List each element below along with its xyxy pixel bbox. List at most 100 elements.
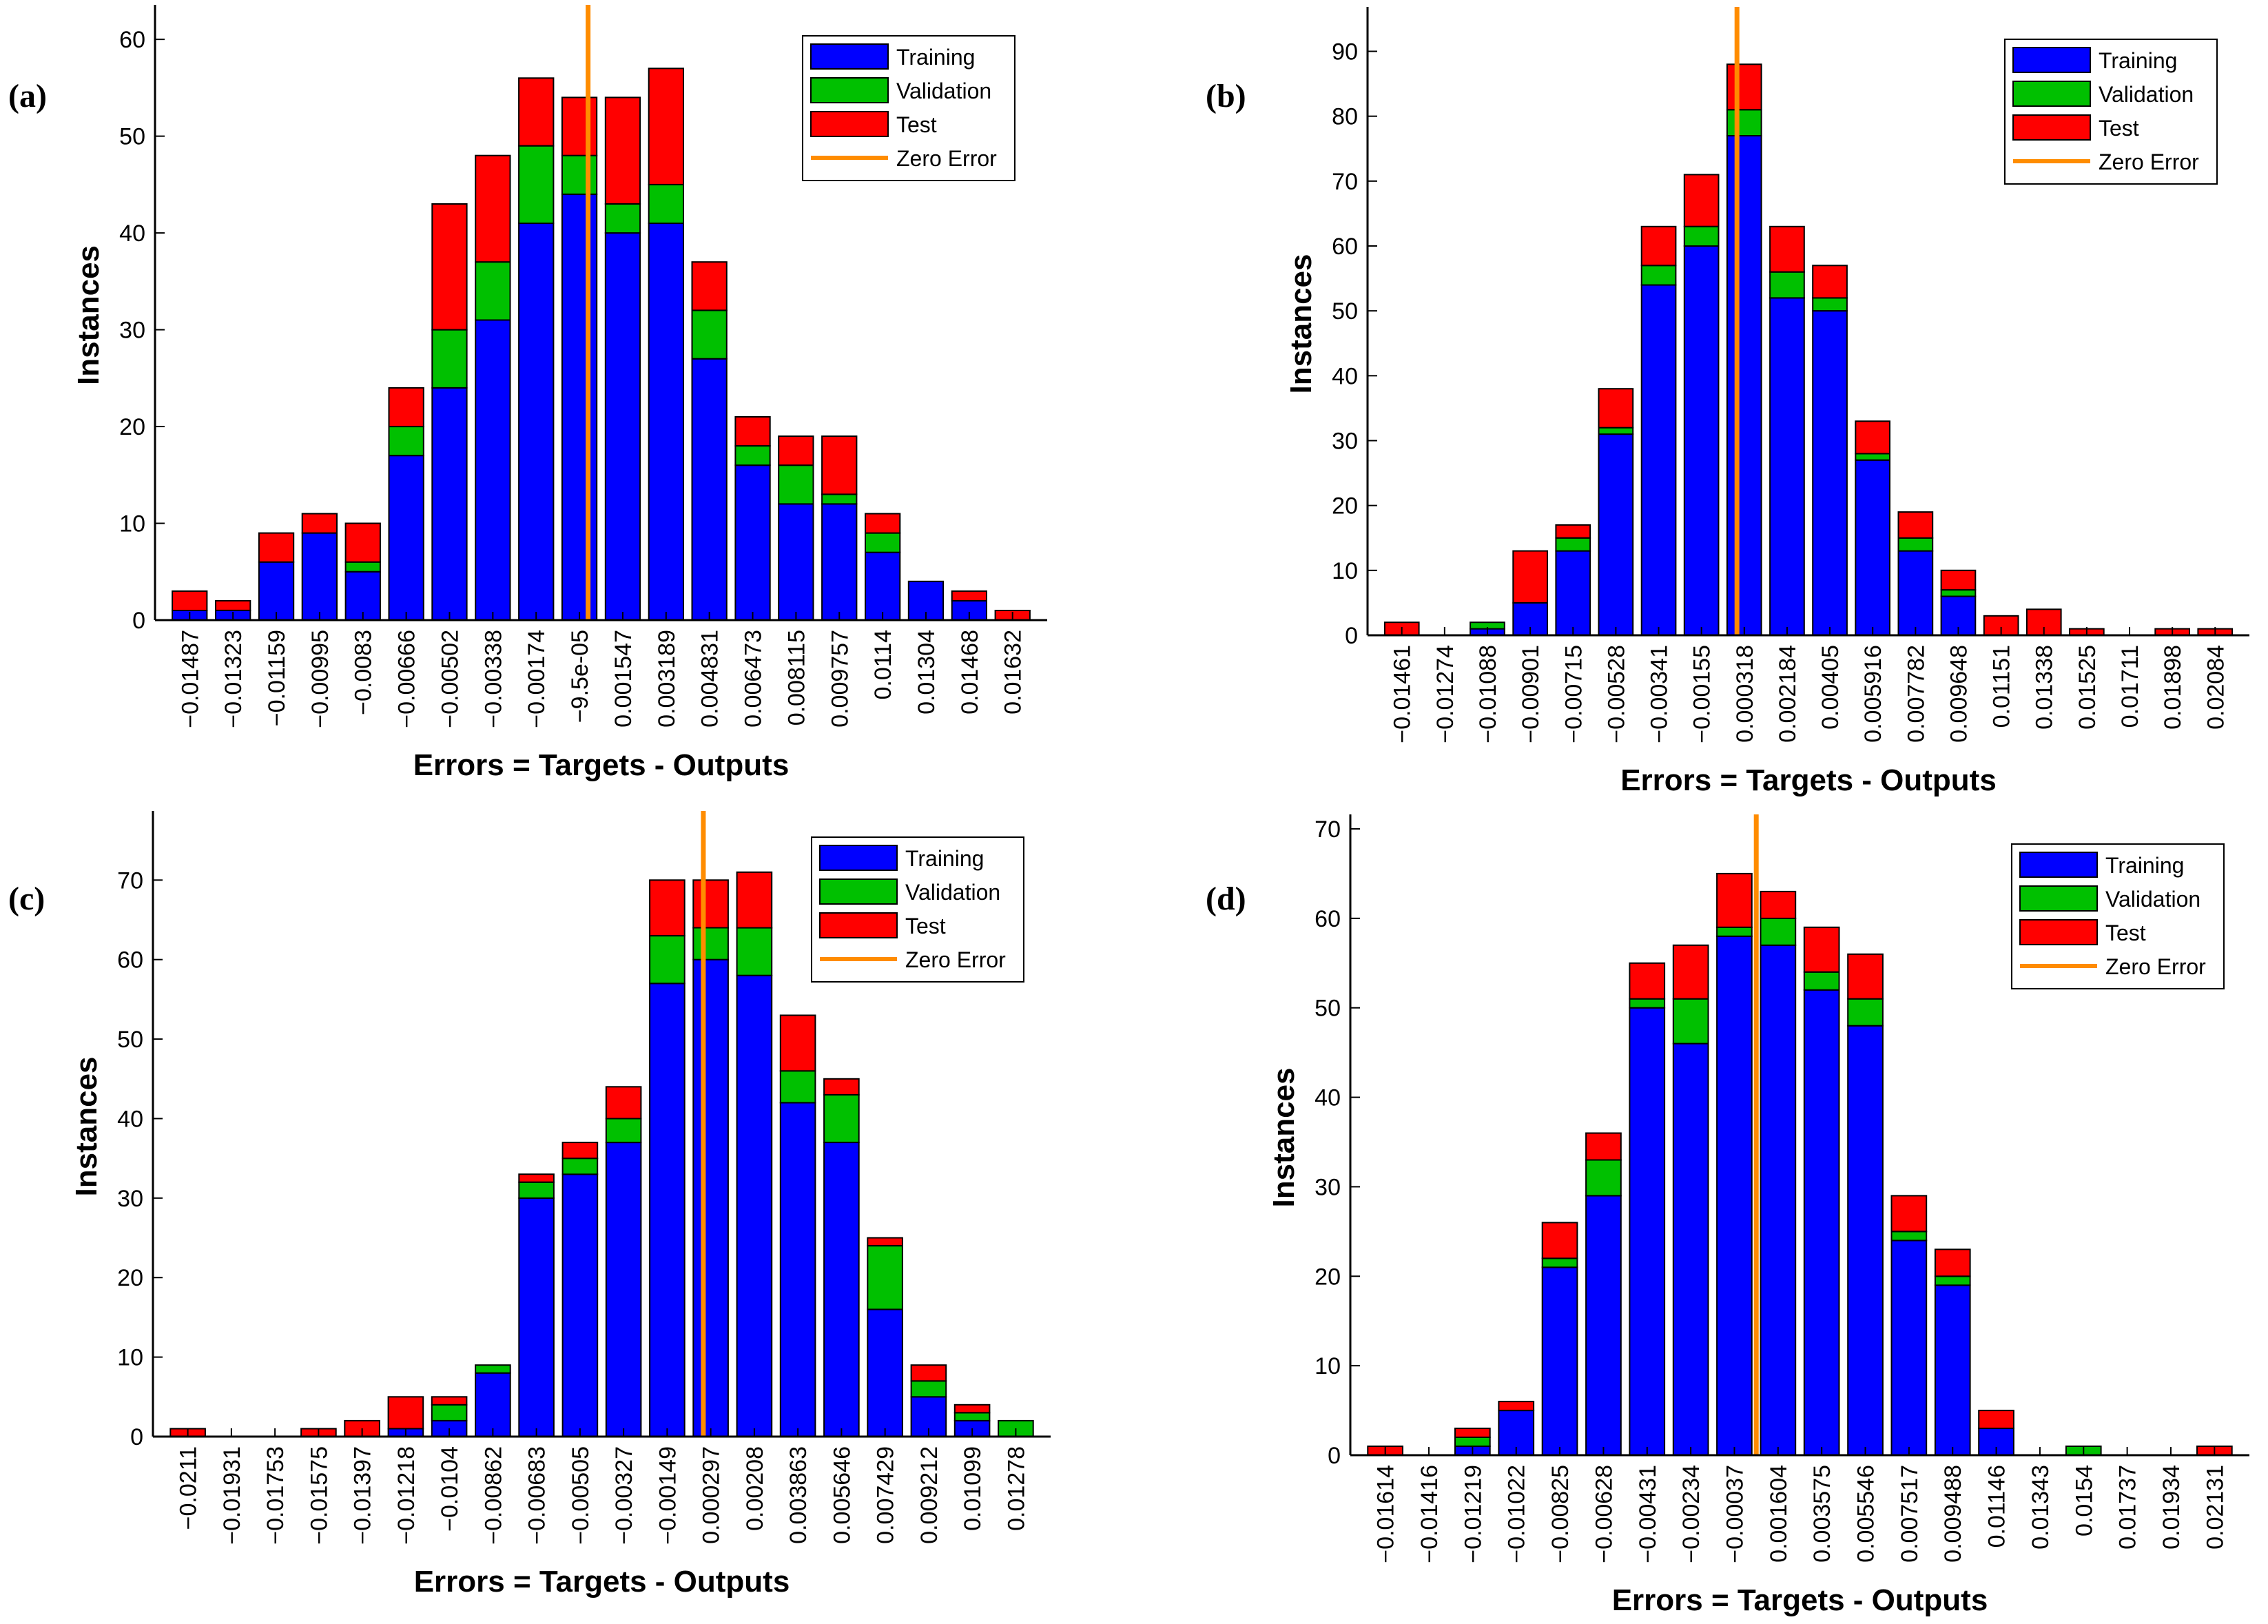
bar-training (605, 1142, 642, 1437)
y-tick-label: 10 (1315, 1353, 1341, 1379)
bar-test (821, 435, 858, 495)
bar-training (865, 551, 901, 621)
y-axis-title: Instances (72, 245, 105, 385)
y-tick-label: 20 (1315, 1264, 1341, 1290)
x-tick-label: −0.01088 (1475, 645, 1501, 743)
bar-test (1726, 63, 1762, 111)
bar-test (1940, 569, 1977, 591)
x-axis-title: Errors = Targets - Outputs (413, 748, 790, 782)
x-tick-label: −0.01461 (1390, 645, 1416, 743)
bar-test (951, 590, 987, 602)
x-tick-label: −0.01323 (220, 630, 247, 728)
bar-training (1555, 550, 1591, 636)
bar-training (1812, 310, 1848, 636)
bar-training (821, 503, 858, 621)
bar-validation (1760, 917, 1797, 946)
bar-training (734, 464, 771, 621)
y-tick-label: 60 (119, 27, 145, 53)
legend-label: Zero Error (905, 947, 1006, 972)
x-tick-label: 0.001604 (1766, 1465, 1792, 1563)
bar-training (649, 983, 685, 1438)
x-tick-label: 0.01632 (1000, 630, 1027, 715)
bar-validation (1585, 1159, 1622, 1197)
x-tick-label: 0.005546 (1853, 1465, 1879, 1563)
y-tick-label: 10 (117, 1345, 143, 1371)
x-tick-label: 0.003863 (785, 1446, 812, 1544)
x-tick-label: 0.009648 (1946, 645, 1972, 743)
bar-training (1541, 1266, 1578, 1457)
bar-validation (734, 445, 771, 466)
bar-validation (953, 1412, 991, 1421)
bar-test (1555, 524, 1591, 539)
x-tick-label: 0.005646 (829, 1446, 855, 1544)
bar-training (1760, 944, 1797, 1457)
bar-test (1585, 1132, 1622, 1161)
panel-label: (d) (1206, 881, 1246, 917)
bar-test (648, 68, 685, 185)
bar-validation (518, 145, 555, 225)
bar-test (910, 1364, 947, 1382)
x-tick-label: 0.01711 (2117, 645, 2143, 728)
y-tick-label: 60 (117, 947, 143, 974)
x-tick-label: −0.00901 (1518, 645, 1544, 743)
bar-validation (561, 154, 598, 195)
bar-validation (431, 329, 468, 389)
bar-training (388, 455, 424, 621)
bar-test (1598, 388, 1634, 429)
x-tick-label: 0.002184 (1775, 645, 1801, 743)
bar-test (561, 1142, 599, 1160)
bar-training (1803, 989, 1840, 1456)
y-tick-label: 10 (1332, 558, 1358, 584)
bar-test (1629, 962, 1666, 1000)
bar-test (867, 1237, 903, 1246)
x-tick-label: −0.01753 (262, 1446, 289, 1545)
bar-training (867, 1308, 903, 1438)
x-axis-title: Errors = Targets - Outputs (1620, 763, 1997, 797)
bar-test (605, 1086, 642, 1120)
bar-validation (865, 532, 901, 553)
bar-validation (475, 261, 511, 321)
bar-test (649, 879, 685, 937)
x-tick-label: −0.0083 (351, 630, 377, 715)
x-tick-label: −0.00528 (1603, 645, 1629, 743)
bar-test (1855, 420, 1891, 455)
bar-test (734, 416, 771, 447)
legend-swatch-validation (2012, 81, 2091, 107)
bar-training (604, 232, 641, 621)
bar-validation (821, 493, 858, 505)
bar-validation (779, 1070, 816, 1104)
bar-training (1672, 1042, 1709, 1456)
x-tick-label: −0.00174 (524, 630, 550, 728)
bar-training (1890, 1240, 1928, 1457)
legend-swatch-test (2012, 114, 2091, 141)
x-tick-label: 0.0154 (2071, 1465, 2097, 1536)
legend-swatch-validation (819, 878, 898, 905)
y-axis-title: Instances (70, 1057, 103, 1197)
bar-validation (1769, 271, 1805, 299)
y-tick-label: 60 (1332, 234, 1358, 260)
bar-test (1640, 225, 1677, 267)
bar-validation (910, 1380, 947, 1398)
bar-training (475, 319, 511, 621)
x-tick-label: 0.01278 (1003, 1446, 1029, 1531)
x-tick-label: 0.0114 (870, 630, 896, 699)
bar-test (1541, 1222, 1578, 1260)
bar-training (1726, 134, 1762, 636)
x-tick-label: 0.02131 (2202, 1465, 2228, 1550)
bar-validation (867, 1245, 903, 1310)
y-tick-label: 70 (1315, 816, 1341, 843)
bar-validation (649, 935, 685, 985)
x-tick-label: −0.01218 (393, 1446, 420, 1545)
x-tick-label: 0.007517 (1897, 1465, 1923, 1563)
bar-test (215, 599, 251, 611)
panel-label: (a) (8, 78, 47, 114)
x-tick-label: −0.00327 (611, 1446, 637, 1545)
bar-test (1769, 225, 1805, 273)
bar-test (1760, 890, 1797, 919)
legend-label: Validation (905, 880, 1000, 905)
bar-validation (1812, 297, 1848, 312)
bar-test (1847, 953, 1884, 1000)
y-tick-label: 60 (1315, 906, 1341, 932)
bar-test (692, 879, 729, 929)
bar-test (1454, 1428, 1491, 1438)
